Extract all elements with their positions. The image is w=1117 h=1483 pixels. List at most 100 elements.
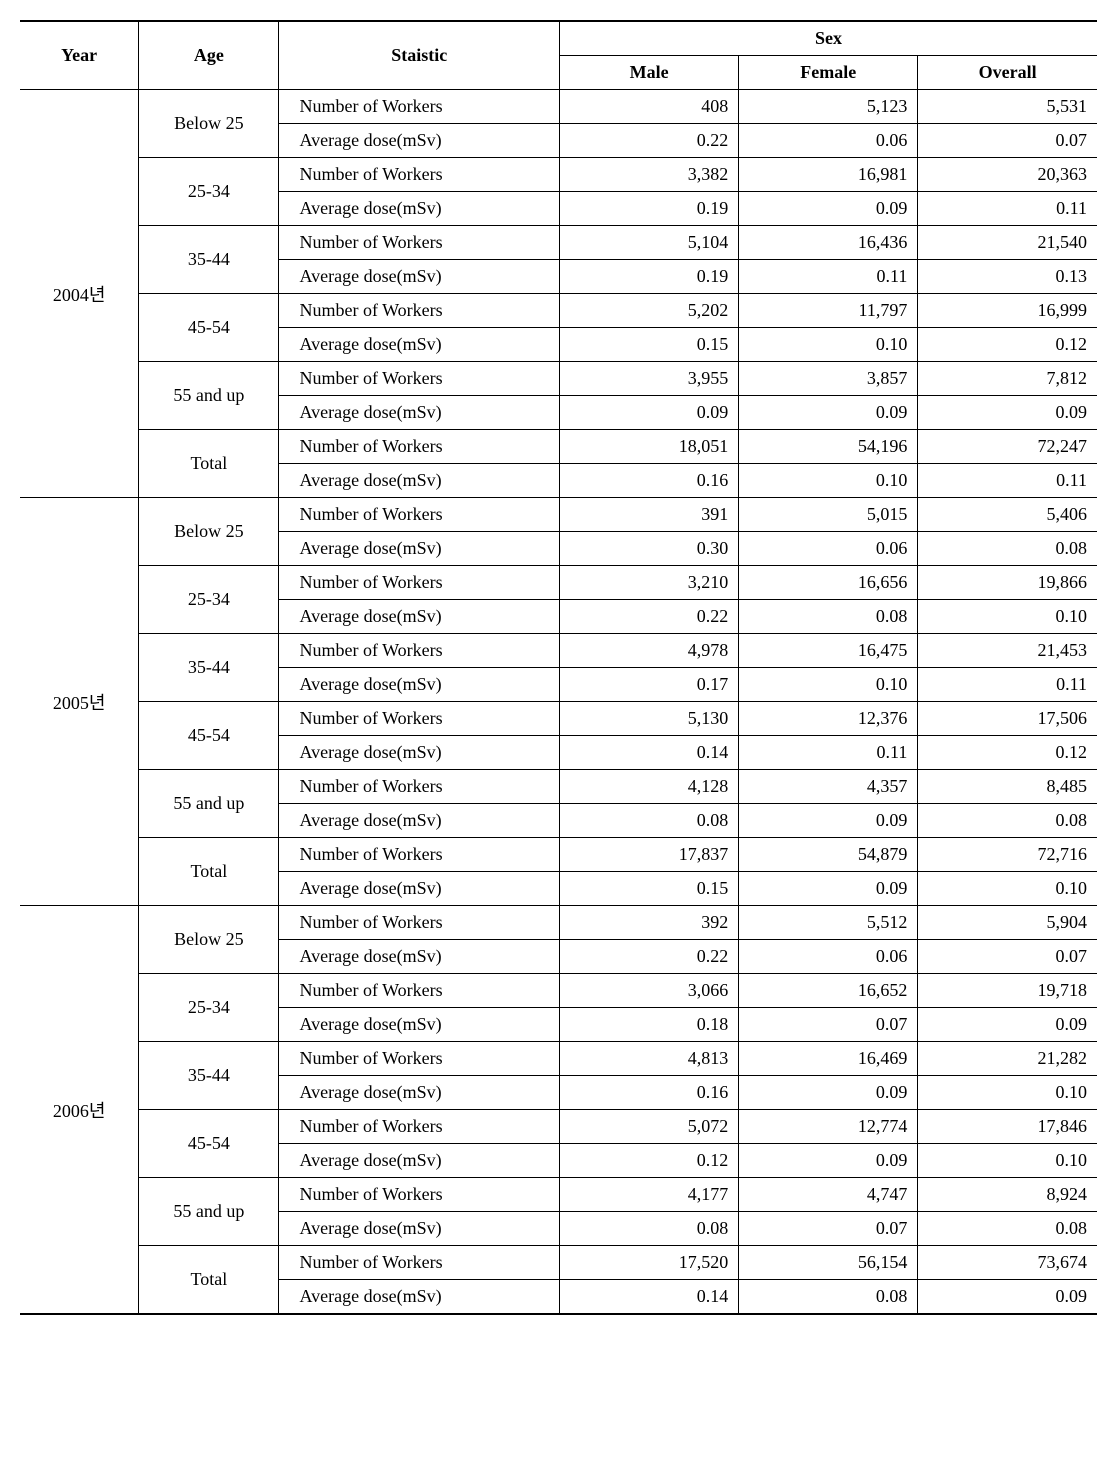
stat-label: Average dose(mSv) — [279, 1212, 560, 1246]
data-cell: 5,202 — [560, 294, 739, 328]
data-cell: 3,210 — [560, 566, 739, 600]
stat-label: Average dose(mSv) — [279, 1008, 560, 1042]
data-cell: 4,813 — [560, 1042, 739, 1076]
stat-label: Average dose(mSv) — [279, 260, 560, 294]
stat-label: Average dose(mSv) — [279, 1280, 560, 1315]
header-age: Age — [139, 21, 279, 90]
stat-label: Number of Workers — [279, 90, 560, 124]
data-cell: 0.07 — [918, 940, 1097, 974]
stat-label: Number of Workers — [279, 1110, 560, 1144]
data-cell: 7,812 — [918, 362, 1097, 396]
data-cell: 0.08 — [560, 1212, 739, 1246]
header-overall: Overall — [918, 56, 1097, 90]
data-cell: 0.10 — [739, 328, 918, 362]
stat-label: Average dose(mSv) — [279, 328, 560, 362]
stat-label: Number of Workers — [279, 906, 560, 940]
stat-label: Number of Workers — [279, 294, 560, 328]
data-cell: 0.10 — [739, 668, 918, 702]
data-cell: 19,718 — [918, 974, 1097, 1008]
data-cell: 0.06 — [739, 124, 918, 158]
data-cell: 8,485 — [918, 770, 1097, 804]
data-cell: 0.08 — [739, 1280, 918, 1315]
data-cell: 0.11 — [739, 260, 918, 294]
data-cell: 0.08 — [560, 804, 739, 838]
data-cell: 0.09 — [739, 1076, 918, 1110]
data-cell: 0.22 — [560, 124, 739, 158]
stat-label: Number of Workers — [279, 702, 560, 736]
data-cell: 0.15 — [560, 872, 739, 906]
data-cell: 17,837 — [560, 838, 739, 872]
stat-label: Number of Workers — [279, 838, 560, 872]
stat-label: Average dose(mSv) — [279, 600, 560, 634]
data-cell: 0.18 — [560, 1008, 739, 1042]
stat-label: Number of Workers — [279, 1042, 560, 1076]
stat-label: Average dose(mSv) — [279, 1144, 560, 1178]
stat-label: Average dose(mSv) — [279, 668, 560, 702]
table-body: 2004년Below 25Number of Workers4085,1235,… — [20, 90, 1097, 1315]
data-cell: 18,051 — [560, 430, 739, 464]
stat-label: Average dose(mSv) — [279, 872, 560, 906]
age-cell: 45-54 — [139, 1110, 279, 1178]
data-cell: 16,656 — [739, 566, 918, 600]
data-cell: 0.08 — [918, 804, 1097, 838]
data-cell: 8,924 — [918, 1178, 1097, 1212]
data-cell: 0.12 — [918, 328, 1097, 362]
data-cell: 392 — [560, 906, 739, 940]
data-cell: 0.16 — [560, 1076, 739, 1110]
data-cell: 391 — [560, 498, 739, 532]
data-cell: 3,066 — [560, 974, 739, 1008]
data-cell: 0.14 — [560, 1280, 739, 1315]
data-cell: 0.10 — [918, 872, 1097, 906]
data-cell: 54,879 — [739, 838, 918, 872]
data-cell: 0.19 — [560, 260, 739, 294]
data-cell: 0.09 — [560, 396, 739, 430]
data-cell: 21,453 — [918, 634, 1097, 668]
data-cell: 0.08 — [918, 532, 1097, 566]
data-cell: 0.09 — [739, 192, 918, 226]
data-cell: 0.15 — [560, 328, 739, 362]
data-cell: 0.22 — [560, 600, 739, 634]
data-cell: 0.09 — [739, 804, 918, 838]
data-cell: 16,469 — [739, 1042, 918, 1076]
age-cell: Total — [139, 1246, 279, 1315]
data-cell: 5,130 — [560, 702, 739, 736]
data-cell: 0.14 — [560, 736, 739, 770]
age-cell: 45-54 — [139, 702, 279, 770]
data-cell: 0.11 — [918, 464, 1097, 498]
stat-label: Average dose(mSv) — [279, 940, 560, 974]
age-cell: Total — [139, 838, 279, 906]
stat-label: Average dose(mSv) — [279, 396, 560, 430]
stat-label: Average dose(mSv) — [279, 736, 560, 770]
age-cell: 35-44 — [139, 634, 279, 702]
header-sex: Sex — [560, 21, 1097, 56]
stat-label: Number of Workers — [279, 770, 560, 804]
data-cell: 5,531 — [918, 90, 1097, 124]
dose-table: Year Age Staistic Sex Male Female Overal… — [20, 20, 1097, 1315]
stat-label: Average dose(mSv) — [279, 804, 560, 838]
stat-label: Number of Workers — [279, 1178, 560, 1212]
age-cell: 25-34 — [139, 566, 279, 634]
data-cell: 3,857 — [739, 362, 918, 396]
year-cell: 2004년 — [20, 90, 139, 498]
data-cell: 0.16 — [560, 464, 739, 498]
data-cell: 408 — [560, 90, 739, 124]
data-cell: 0.11 — [739, 736, 918, 770]
stat-label: Number of Workers — [279, 226, 560, 260]
header-statistic: Staistic — [279, 21, 560, 90]
data-cell: 0.22 — [560, 940, 739, 974]
data-cell: 4,177 — [560, 1178, 739, 1212]
age-cell: 35-44 — [139, 226, 279, 294]
data-cell: 5,072 — [560, 1110, 739, 1144]
stat-label: Average dose(mSv) — [279, 532, 560, 566]
data-cell: 21,282 — [918, 1042, 1097, 1076]
stat-label: Number of Workers — [279, 362, 560, 396]
age-cell: 55 and up — [139, 362, 279, 430]
stat-label: Average dose(mSv) — [279, 1076, 560, 1110]
data-cell: 0.10 — [918, 1076, 1097, 1110]
data-cell: 0.07 — [739, 1008, 918, 1042]
data-cell: 16,981 — [739, 158, 918, 192]
stat-label: Average dose(mSv) — [279, 192, 560, 226]
data-cell: 17,506 — [918, 702, 1097, 736]
age-cell: 25-34 — [139, 974, 279, 1042]
data-cell: 0.06 — [739, 940, 918, 974]
